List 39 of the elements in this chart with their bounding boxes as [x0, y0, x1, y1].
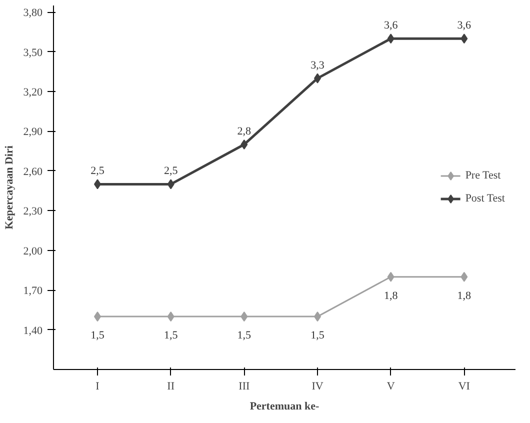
- x-tick-label: VI: [458, 380, 470, 392]
- data-label: 1,5: [90, 330, 105, 342]
- x-tick-label: IV: [312, 380, 324, 392]
- data-label: 2,8: [237, 125, 252, 138]
- y-tick-label: 2,90: [23, 126, 43, 138]
- x-tick-label: V: [386, 380, 395, 392]
- x-tick-label: II: [167, 380, 175, 392]
- data-label: 3,6: [384, 20, 398, 32]
- legend-label: Post Test: [465, 192, 505, 204]
- point: [167, 179, 174, 190]
- data-label: 1,8: [384, 290, 398, 302]
- y-tick-label: 2,60: [23, 166, 43, 178]
- data-label: 2,5: [90, 165, 105, 178]
- x-axis-title: Pertemuan ke-: [250, 400, 320, 412]
- data-label: 3,6: [457, 20, 472, 32]
- y-tick-label: 2,00: [23, 245, 43, 258]
- y-tick-label: 3,80: [23, 7, 43, 20]
- point: [387, 34, 394, 44]
- y-tick-label: 3,20: [23, 86, 43, 99]
- point: [167, 312, 174, 322]
- y-tick-label: 3,50: [23, 46, 43, 59]
- data-label: 1,5: [237, 330, 252, 342]
- x-tick-label: I: [96, 380, 100, 392]
- point: [387, 272, 394, 282]
- legend-label: Pre Test: [465, 170, 501, 182]
- point: [240, 312, 248, 322]
- y-tick-label: 1,40: [23, 324, 43, 337]
- data-label: 1,8: [457, 290, 472, 302]
- data-label: 3,3: [310, 59, 325, 72]
- x-tick-label: III: [238, 380, 250, 392]
- y-axis-title: Kepercayaan Diri: [3, 146, 16, 230]
- data-label: 1,5: [164, 330, 178, 342]
- point: [460, 34, 468, 44]
- data-label: 1,5: [310, 330, 325, 342]
- y-tick-label: 1,70: [23, 285, 43, 298]
- data-label: 2,5: [164, 165, 178, 178]
- point: [460, 272, 468, 282]
- y-tick-label: 2,30: [23, 206, 43, 218]
- point: [240, 139, 248, 150]
